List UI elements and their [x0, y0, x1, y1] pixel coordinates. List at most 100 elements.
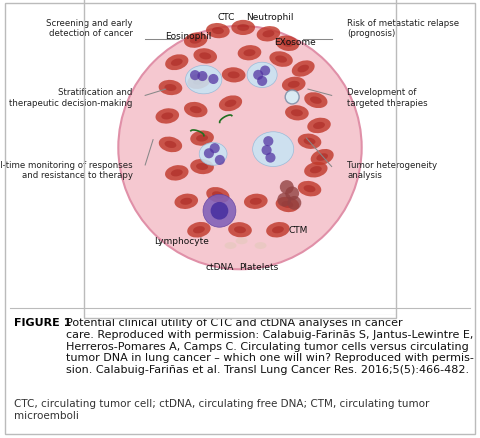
Circle shape: [208, 75, 218, 85]
Ellipse shape: [187, 223, 211, 238]
Circle shape: [262, 146, 272, 156]
Circle shape: [257, 77, 267, 87]
Ellipse shape: [243, 50, 255, 57]
Text: Neutrophil: Neutrophil: [246, 13, 294, 22]
Ellipse shape: [276, 197, 299, 213]
Ellipse shape: [247, 63, 277, 88]
Ellipse shape: [184, 33, 207, 49]
Text: Screening and early
detection of cancer: Screening and early detection of cancer: [46, 19, 132, 38]
Ellipse shape: [281, 41, 293, 48]
Text: Platelets: Platelets: [240, 262, 278, 271]
Ellipse shape: [254, 243, 266, 250]
Ellipse shape: [303, 186, 315, 193]
Ellipse shape: [196, 135, 208, 142]
Ellipse shape: [313, 123, 325, 130]
Ellipse shape: [158, 81, 182, 96]
Ellipse shape: [225, 243, 237, 250]
Ellipse shape: [190, 159, 214, 175]
Ellipse shape: [193, 49, 217, 64]
Text: Lymphocyte: Lymphocyte: [154, 237, 209, 246]
Ellipse shape: [159, 137, 182, 153]
Ellipse shape: [236, 238, 248, 245]
Text: CTC, circulating tumor cell; ctDNA, circulating free DNA; CTM, circulating tumor: CTC, circulating tumor cell; ctDNA, circ…: [14, 398, 430, 420]
Ellipse shape: [310, 167, 322, 174]
Text: Real-time monitoring of responses
and resistance to therapy: Real-time monitoring of responses and re…: [0, 161, 132, 180]
Ellipse shape: [228, 72, 240, 79]
Text: EXosome: EXosome: [275, 38, 316, 47]
Ellipse shape: [237, 25, 249, 32]
Circle shape: [211, 202, 228, 220]
Ellipse shape: [304, 93, 327, 109]
Ellipse shape: [206, 187, 229, 203]
Ellipse shape: [234, 227, 246, 234]
Circle shape: [265, 153, 276, 163]
Ellipse shape: [272, 226, 284, 234]
Ellipse shape: [282, 78, 306, 93]
Ellipse shape: [199, 143, 227, 166]
Text: Potential clinical utility of CTC and ctDNA analyses in cancer
care. Reproduced : Potential clinical utility of CTC and ct…: [66, 318, 474, 374]
Ellipse shape: [171, 60, 183, 67]
Ellipse shape: [288, 81, 300, 88]
Circle shape: [263, 137, 274, 147]
Circle shape: [260, 66, 270, 77]
Circle shape: [197, 72, 207, 82]
Ellipse shape: [212, 28, 224, 35]
Ellipse shape: [231, 21, 255, 36]
Ellipse shape: [165, 55, 189, 71]
Ellipse shape: [165, 166, 189, 181]
Circle shape: [190, 71, 200, 81]
Ellipse shape: [291, 110, 303, 117]
Text: FIGURE 1: FIGURE 1: [14, 318, 72, 328]
Ellipse shape: [244, 194, 268, 209]
Ellipse shape: [298, 66, 309, 73]
Text: Eosinophil: Eosinophil: [165, 32, 211, 41]
Ellipse shape: [307, 118, 331, 134]
Text: Tumor heterogeneity
analysis: Tumor heterogeneity analysis: [348, 161, 438, 180]
Ellipse shape: [165, 141, 176, 148]
Circle shape: [285, 187, 299, 201]
Circle shape: [118, 27, 362, 270]
Circle shape: [210, 144, 220, 154]
Ellipse shape: [212, 192, 224, 199]
Text: CTM: CTM: [289, 226, 308, 235]
Ellipse shape: [266, 223, 289, 238]
Ellipse shape: [303, 138, 315, 145]
Text: Development of
targeted therapies: Development of targeted therapies: [348, 88, 428, 107]
Ellipse shape: [196, 164, 208, 171]
Ellipse shape: [222, 68, 246, 83]
Ellipse shape: [316, 154, 328, 162]
Ellipse shape: [190, 131, 214, 146]
Ellipse shape: [165, 85, 177, 92]
Circle shape: [288, 197, 301, 210]
Ellipse shape: [285, 106, 309, 121]
Ellipse shape: [263, 31, 275, 38]
Ellipse shape: [180, 198, 192, 205]
Ellipse shape: [156, 109, 179, 124]
Ellipse shape: [206, 24, 230, 39]
Ellipse shape: [185, 66, 222, 95]
Ellipse shape: [193, 226, 205, 234]
Ellipse shape: [276, 36, 299, 52]
Circle shape: [253, 71, 264, 81]
Circle shape: [277, 193, 291, 207]
Ellipse shape: [161, 113, 173, 120]
Circle shape: [204, 149, 214, 159]
Circle shape: [285, 91, 299, 105]
Text: Risk of metastatic relapse
(prognosis): Risk of metastatic relapse (prognosis): [348, 19, 459, 38]
Ellipse shape: [193, 78, 205, 85]
Text: ctDNA: ctDNA: [205, 262, 234, 271]
Circle shape: [203, 195, 236, 228]
Ellipse shape: [225, 100, 236, 108]
Ellipse shape: [187, 74, 211, 90]
Ellipse shape: [252, 132, 294, 167]
Ellipse shape: [238, 46, 261, 61]
Ellipse shape: [275, 57, 287, 64]
Ellipse shape: [257, 27, 280, 42]
Ellipse shape: [175, 194, 198, 209]
Ellipse shape: [184, 102, 207, 118]
Ellipse shape: [311, 150, 334, 166]
Ellipse shape: [292, 61, 315, 78]
Ellipse shape: [199, 53, 211, 60]
Ellipse shape: [298, 181, 321, 197]
Ellipse shape: [250, 198, 262, 205]
